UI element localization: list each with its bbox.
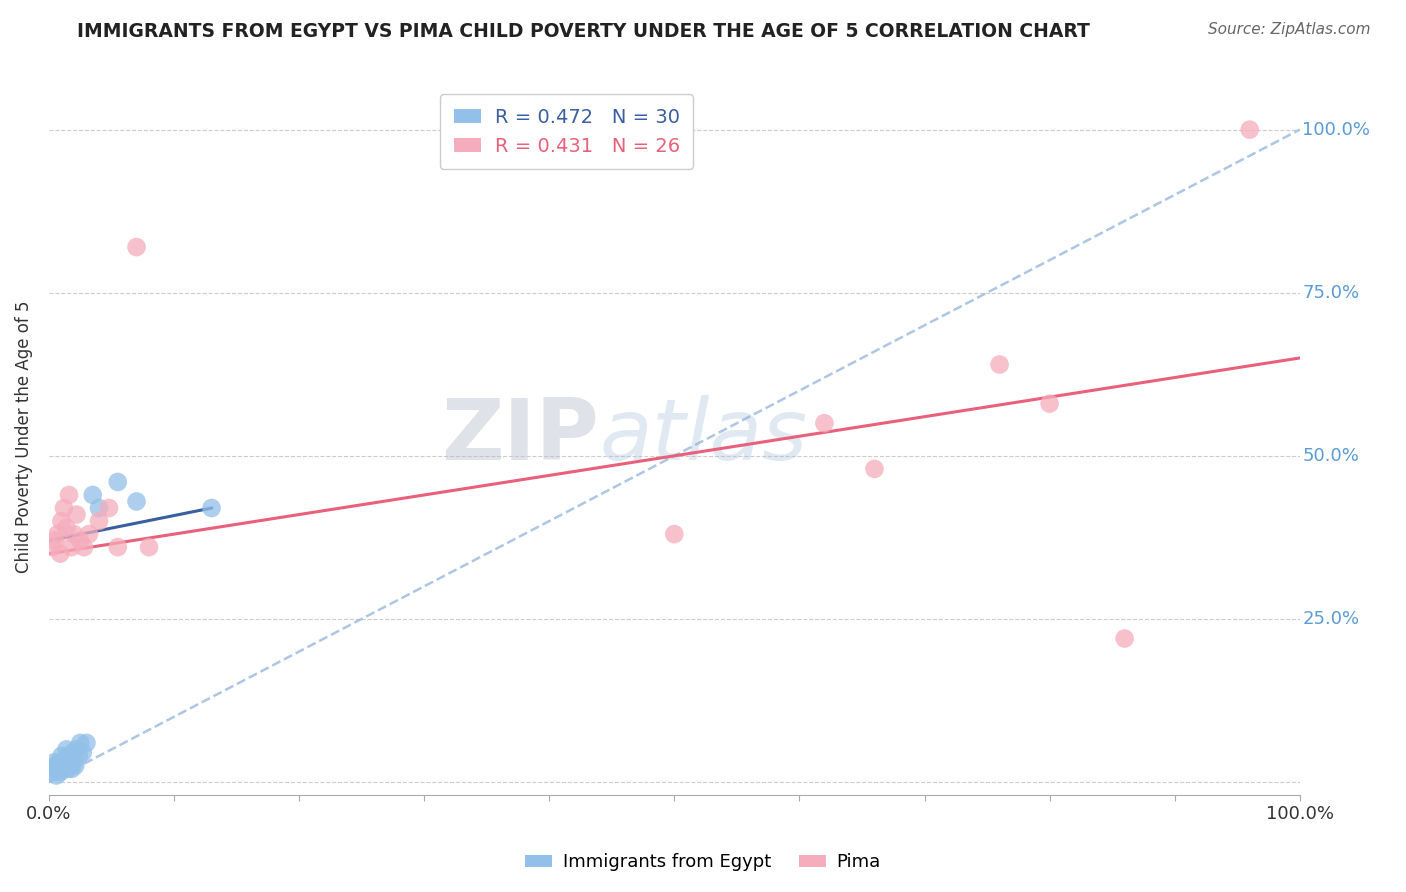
Point — [53, 501, 76, 516]
Y-axis label: Child Poverty Under the Age of 5: Child Poverty Under the Age of 5 — [15, 300, 32, 573]
Legend: R = 0.472   N = 30, R = 0.431   N = 26: R = 0.472 N = 30, R = 0.431 N = 26 — [440, 95, 693, 169]
Point — [48, 756, 70, 770]
Text: 75.0%: 75.0% — [1302, 284, 1360, 301]
Point — [1039, 397, 1062, 411]
Point — [52, 762, 75, 776]
Point — [53, 756, 76, 770]
Text: 100.0%: 100.0% — [1302, 120, 1371, 138]
Point — [65, 758, 87, 772]
Point — [73, 540, 96, 554]
Point — [69, 736, 91, 750]
Point — [44, 758, 66, 772]
Point — [863, 462, 886, 476]
Text: 25.0%: 25.0% — [1302, 610, 1360, 628]
Point — [988, 358, 1011, 372]
Text: 50.0%: 50.0% — [1302, 447, 1360, 465]
Text: Source: ZipAtlas.com: Source: ZipAtlas.com — [1208, 22, 1371, 37]
Point — [41, 762, 63, 776]
Point — [60, 540, 83, 554]
Point — [76, 736, 98, 750]
Point — [65, 742, 87, 756]
Point — [72, 746, 94, 760]
Point — [44, 533, 66, 548]
Point — [87, 501, 110, 516]
Point — [107, 475, 129, 489]
Point — [53, 758, 76, 772]
Point — [55, 520, 77, 534]
Point — [813, 416, 835, 430]
Point — [125, 240, 148, 254]
Point — [200, 501, 222, 516]
Point — [63, 527, 86, 541]
Point — [58, 748, 80, 763]
Point — [125, 494, 148, 508]
Point — [62, 746, 84, 760]
Point — [41, 540, 63, 554]
Point — [41, 765, 63, 780]
Point — [69, 533, 91, 548]
Point — [1114, 632, 1136, 646]
Point — [60, 762, 83, 776]
Point — [49, 765, 72, 780]
Point — [138, 540, 160, 554]
Point — [67, 748, 90, 763]
Point — [1239, 122, 1261, 136]
Point — [59, 752, 82, 766]
Point — [77, 527, 100, 541]
Point — [46, 527, 69, 541]
Point — [82, 488, 104, 502]
Point — [58, 488, 80, 502]
Point — [55, 742, 77, 756]
Point — [87, 514, 110, 528]
Point — [98, 501, 121, 516]
Point — [45, 768, 67, 782]
Point — [56, 762, 79, 776]
Point — [107, 540, 129, 554]
Point — [63, 756, 86, 770]
Point — [664, 527, 686, 541]
Text: ZIP: ZIP — [441, 395, 599, 478]
Point — [49, 547, 72, 561]
Point — [46, 762, 69, 776]
Point — [51, 748, 73, 763]
Point — [42, 756, 65, 770]
Point — [65, 508, 87, 522]
Text: IMMIGRANTS FROM EGYPT VS PIMA CHILD POVERTY UNDER THE AGE OF 5 CORRELATION CHART: IMMIGRANTS FROM EGYPT VS PIMA CHILD POVE… — [77, 22, 1090, 41]
Point — [51, 514, 73, 528]
Text: atlas: atlas — [599, 395, 807, 478]
Legend: Immigrants from Egypt, Pima: Immigrants from Egypt, Pima — [517, 847, 889, 879]
